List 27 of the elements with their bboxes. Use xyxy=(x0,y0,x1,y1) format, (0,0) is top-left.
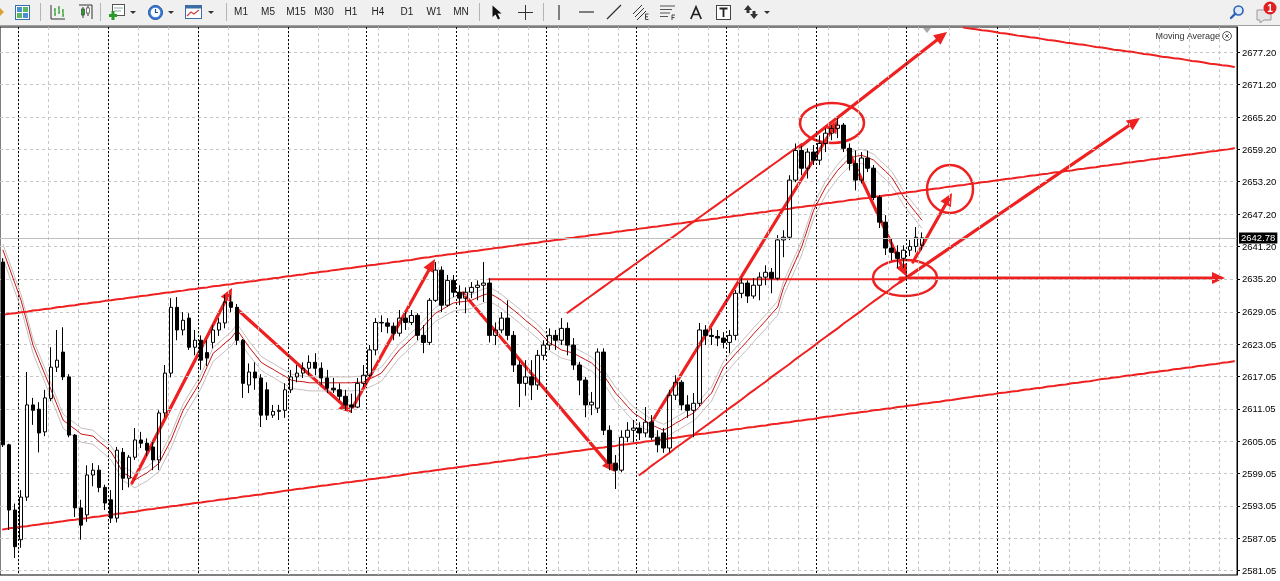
y-tick-label: 2653.20 xyxy=(1242,176,1277,188)
y-tick-label: 2629.05 xyxy=(1242,306,1277,318)
y-tick-label: 2671.20 xyxy=(1242,79,1277,91)
y-tick-label: 2665.20 xyxy=(1242,111,1277,123)
text: M30 xyxy=(314,6,334,18)
text: W1 xyxy=(426,6,442,18)
y-tick-label: 2659.20 xyxy=(1242,143,1277,155)
y-tick-label: 2605.05 xyxy=(1242,435,1277,447)
y-tick-label: 2593.05 xyxy=(1242,500,1277,512)
text: H1 xyxy=(344,6,358,18)
text: H4 xyxy=(371,6,385,18)
y-tick-label: 2599.05 xyxy=(1242,468,1277,480)
text: MN xyxy=(453,6,469,18)
text: M1 xyxy=(234,6,248,18)
text: M15 xyxy=(286,6,306,18)
y-tick-label: 2635.20 xyxy=(1242,273,1277,285)
text: D1 xyxy=(400,6,414,18)
y-tick-label: 2623.05 xyxy=(1242,338,1277,350)
y-tick-label: 2587.05 xyxy=(1242,532,1277,544)
y-tick-label: 2617.05 xyxy=(1242,371,1277,383)
y-tick-label: 2677.20 xyxy=(1242,46,1277,58)
text: M5 xyxy=(261,6,275,18)
y-tick-label: 2647.20 xyxy=(1242,208,1277,220)
y-tick-label: 2581.05 xyxy=(1242,565,1277,577)
y-tick-label: 2611.05 xyxy=(1242,403,1276,415)
ref-line-label: 2642.78 xyxy=(1241,232,1276,244)
annotation: Moving Average xyxy=(1155,30,1220,42)
